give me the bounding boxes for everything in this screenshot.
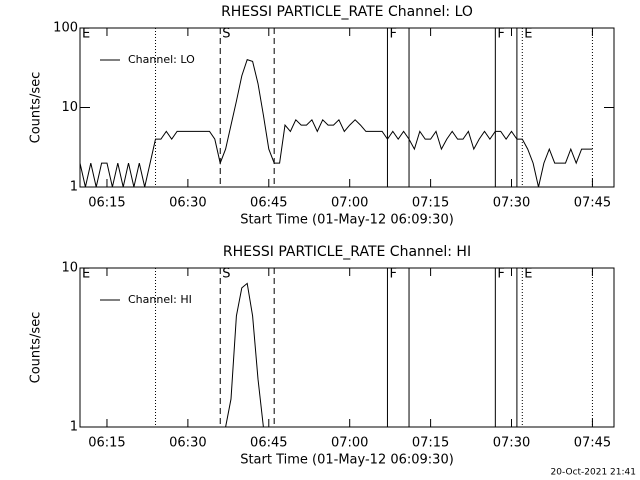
- x-tick-label: 06:30: [169, 436, 206, 451]
- data-line: [225, 282, 264, 428]
- flag-label: S: [222, 27, 230, 42]
- y-tick-label: 1: [70, 180, 78, 195]
- y-tick-label: 100: [53, 21, 78, 36]
- flag-label: E: [524, 27, 532, 42]
- flag-label: F: [389, 27, 396, 42]
- x-tick-label: 06:45: [250, 436, 287, 451]
- data-line: [79, 58, 593, 188]
- x-tick-label: 06:45: [250, 196, 287, 211]
- x-tick-label: 07:30: [493, 436, 530, 451]
- x-tick-label: 07:45: [574, 436, 611, 451]
- flag-label: E: [82, 267, 90, 282]
- flag-label: S: [222, 267, 230, 282]
- legend-label: Channel: LO: [128, 53, 195, 66]
- x-tick-label: 07:00: [331, 436, 368, 451]
- flag-label: F: [497, 267, 504, 282]
- y-axis-label: Counts/sec: [29, 312, 44, 384]
- legend-label: Channel: HI: [128, 293, 192, 306]
- plot-frame: [79, 267, 615, 428]
- x-tick-label: 06:15: [88, 196, 125, 211]
- x-tick-label: 07:00: [331, 196, 368, 211]
- x-tick-label: 07:45: [574, 196, 611, 211]
- x-axis-label: Start Time (01-May-12 06:09:30): [240, 453, 454, 468]
- y-axis-label: Counts/sec: [29, 72, 44, 144]
- chart-title: RHESSI PARTICLE_RATE Channel: LO: [221, 4, 473, 20]
- flag-label: F: [497, 27, 504, 42]
- y-tick-label: 10: [61, 100, 78, 115]
- x-tick-label: 07:15: [412, 196, 449, 211]
- y-tick-label: 1: [70, 420, 78, 435]
- x-tick-label: 07:15: [412, 436, 449, 451]
- y-tick-label: 10: [61, 261, 78, 276]
- x-axis-label: Start Time (01-May-12 06:09:30): [240, 213, 454, 228]
- flag-label: E: [524, 267, 532, 282]
- chart-title: RHESSI PARTICLE_RATE Channel: HI: [223, 244, 471, 260]
- flag-label: E: [82, 27, 90, 42]
- x-tick-label: 06:30: [169, 196, 206, 211]
- flag-label: F: [389, 267, 396, 282]
- x-tick-label: 07:30: [493, 196, 530, 211]
- footer: 20-Oct-2021 21:41: [551, 468, 636, 478]
- x-tick-label: 06:15: [88, 436, 125, 451]
